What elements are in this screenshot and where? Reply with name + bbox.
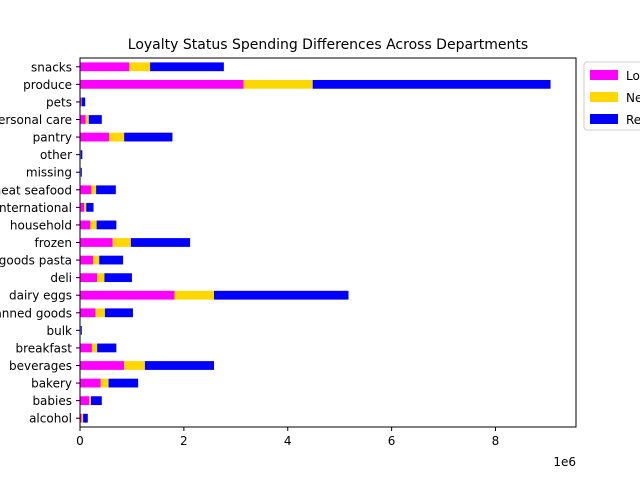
bar-regular-international (86, 203, 93, 212)
bar-loyal-babies (80, 396, 89, 405)
y-tick-label: missing (26, 166, 72, 180)
x-axis-multiplier: 1e6 (553, 455, 576, 469)
y-tick-label: personal care (0, 113, 72, 127)
bar-loyal-deli (80, 273, 97, 282)
bar-loyal-beverages (80, 361, 124, 370)
y-tick-label: canned goods (0, 306, 72, 320)
y-tick-label: dry goods pasta (0, 254, 72, 268)
bars-group (80, 62, 551, 422)
y-tick-label: produce (23, 78, 72, 92)
legend-swatch-loyal (590, 70, 618, 80)
bar-new-international (84, 203, 86, 212)
y-tick-label: beverages (9, 359, 72, 373)
legend-label-new: New (626, 91, 640, 105)
y-tick-label: snacks (31, 60, 72, 74)
bar-regular-pantry (124, 133, 172, 142)
y-tick-label: babies (32, 394, 72, 408)
bar-regular-dry-goods-pasta (99, 256, 123, 265)
y-tick-label: pantry (33, 131, 72, 145)
bar-loyal-personal-care (80, 115, 86, 124)
bar-regular-beverages (145, 361, 214, 370)
bar-regular-babies (91, 396, 102, 405)
x-tick-label: 4 (284, 434, 292, 448)
bar-loyal-pantry (80, 133, 109, 142)
bar-new-dry-goods-pasta (93, 256, 99, 265)
y-tick-label: deli (50, 271, 72, 285)
bar-regular-produce (313, 80, 551, 89)
legend-swatch-regular (590, 114, 618, 124)
x-tick-label: 2 (180, 434, 188, 448)
bar-regular-meat-seafood (96, 185, 116, 194)
y-axis: alcohol babies bakery beverages breakfast bul… (0, 60, 80, 425)
bar-regular-alcohol (83, 414, 88, 423)
y-tick-label: bulk (46, 324, 72, 338)
bar-loyal-dry-goods-pasta (80, 256, 93, 265)
y-tick-label: meat seafood (0, 183, 72, 197)
bar-new-meat-seafood (91, 185, 96, 194)
bar-new-pantry (109, 133, 124, 142)
bar-new-dairy-eggs (175, 291, 214, 300)
legend: Loyal New Regular (584, 62, 640, 130)
bar-regular-other (81, 150, 83, 159)
y-tick-label: household (10, 218, 72, 232)
bar-loyal-dairy-eggs (80, 291, 175, 300)
bar-new-babies (89, 396, 91, 405)
bar-new-household (90, 221, 96, 230)
bar-new-produce (244, 80, 313, 89)
bar-new-beverages (124, 361, 145, 370)
bar-loyal-international (80, 203, 84, 212)
bar-new-deli (97, 273, 104, 282)
x-tick-label: 6 (388, 434, 396, 448)
x-tick-label: 8 (492, 434, 500, 448)
bar-new-canned-goods (96, 308, 105, 317)
chart-title: Loyalty Status Spending Differences Acro… (128, 37, 528, 53)
bar-loyal-breakfast (80, 344, 92, 353)
bar-new-breakfast (92, 344, 97, 353)
bar-regular-personal-care (89, 115, 102, 124)
bar-loyal-produce (80, 80, 244, 89)
bar-regular-pets (82, 98, 86, 107)
y-tick-label: other (40, 148, 72, 162)
bar-regular-bulk (81, 326, 82, 335)
bar-regular-deli (104, 273, 132, 282)
bar-regular-frozen (131, 238, 190, 247)
x-axis: 0 2 4 6 8 (76, 427, 499, 448)
bar-new-personal-care (86, 115, 89, 124)
x-tick-label: 0 (76, 434, 84, 448)
bar-regular-canned-goods (105, 308, 133, 317)
y-tick-label: alcohol (29, 412, 72, 426)
y-tick-label: pets (46, 95, 72, 109)
bar-loyal-canned-goods (80, 308, 96, 317)
y-tick-label: frozen (34, 236, 72, 250)
bar-regular-dairy-eggs (214, 291, 349, 300)
bar-new-bakery (101, 379, 109, 388)
bar-loyal-meat-seafood (80, 185, 91, 194)
bar-new-frozen (113, 238, 131, 247)
y-tick-label: dairy eggs (9, 289, 72, 303)
bar-regular-snacks (150, 62, 224, 71)
bar-loyal-frozen (80, 238, 113, 247)
legend-label-loyal: Loyal (626, 69, 640, 83)
y-tick-label: bakery (31, 377, 72, 391)
bar-new-alcohol (82, 414, 84, 423)
bar-regular-bakery (109, 379, 139, 388)
bar-regular-missing (81, 168, 82, 177)
bar-new-snacks (129, 62, 150, 71)
bar-regular-breakfast (97, 344, 116, 353)
y-tick-label: international (0, 201, 72, 215)
bar-loyal-snacks (80, 62, 129, 71)
bar-loyal-household (80, 221, 90, 230)
bar-loyal-bakery (80, 379, 101, 388)
legend-label-regular: Regular (626, 113, 640, 127)
bar-regular-household (97, 221, 117, 230)
y-tick-label: breakfast (15, 341, 72, 355)
legend-swatch-new (590, 92, 618, 102)
bar-new-pets (81, 98, 82, 107)
